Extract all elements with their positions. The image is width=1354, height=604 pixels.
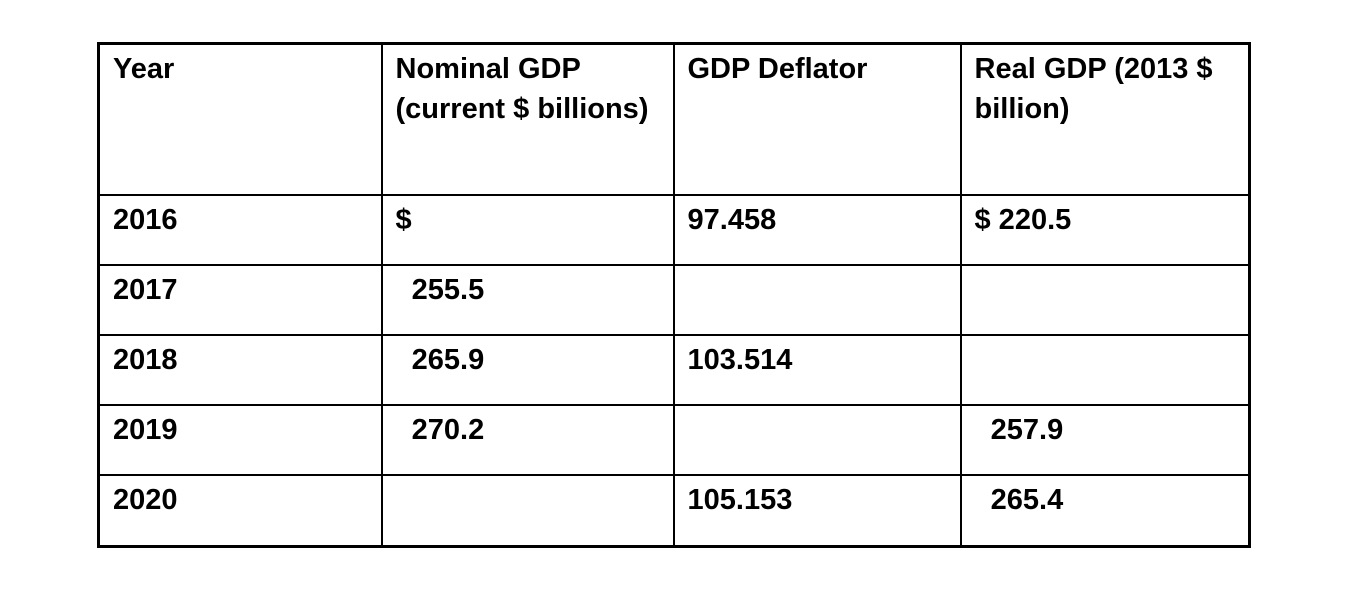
cell-2017-real-gdp	[959, 263, 1251, 336]
table-row-2016: 2016 $ 97.458 $ 220.5	[97, 193, 1251, 266]
cell-2016-real-gdp: $ 220.5	[959, 193, 1251, 266]
cell-2020-real-gdp: 265.4	[959, 473, 1251, 548]
cell-2017-nominal-gdp: 255.5	[380, 263, 675, 336]
cell-2019-nominal-gdp: 270.2	[380, 403, 675, 476]
cell-2016-nominal-gdp: $	[380, 193, 675, 266]
gdp-data-table: Year Nominal GDP (current $ billions) GD…	[97, 42, 1251, 548]
cell-2019-gdp-deflator	[672, 403, 962, 476]
cell-2020-nominal-gdp	[380, 473, 675, 548]
cell-2018-year: 2018	[97, 333, 383, 406]
cell-2020-gdp-deflator: 105.153	[672, 473, 962, 548]
cell-2017-year: 2017	[97, 263, 383, 336]
cell-2018-nominal-gdp: 265.9	[380, 333, 675, 406]
cell-2020-year: 2020	[97, 473, 383, 548]
cell-2016-gdp-deflator: 97.458	[672, 193, 962, 266]
cell-2018-real-gdp	[959, 333, 1251, 406]
cell-2016-year: 2016	[97, 193, 383, 266]
column-header-year: Year	[97, 42, 383, 196]
table-row-2019: 2019 270.2 257.9	[97, 403, 1251, 476]
column-header-real-gdp: Real GDP (2013 $ billion)	[959, 42, 1251, 196]
table-row-2020: 2020 105.153 265.4	[97, 473, 1251, 548]
table-row-2018: 2018 265.9 103.514	[97, 333, 1251, 406]
cell-2019-real-gdp: 257.9	[959, 403, 1251, 476]
column-header-nominal-gdp: Nominal GDP (current $ billions)	[380, 42, 675, 196]
cell-2017-gdp-deflator	[672, 263, 962, 336]
header-row: Year Nominal GDP (current $ billions) GD…	[97, 42, 1251, 196]
column-header-gdp-deflator: GDP Deflator	[672, 42, 962, 196]
cell-2019-year: 2019	[97, 403, 383, 476]
cell-2018-gdp-deflator: 103.514	[672, 333, 962, 406]
table-row-2017: 2017 255.5	[97, 263, 1251, 336]
